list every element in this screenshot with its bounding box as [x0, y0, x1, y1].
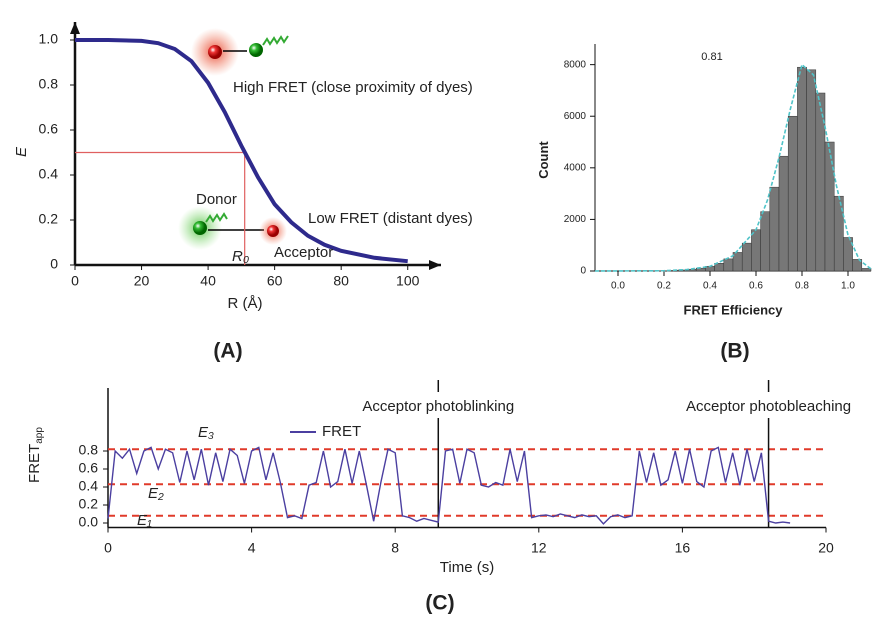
level-label: E₂ — [148, 485, 164, 502]
hist-bar — [787, 115, 798, 272]
event-label: Acceptor photoblinking — [362, 398, 514, 415]
y-tick-label: 2000 — [564, 214, 587, 225]
fit-line — [594, 63, 872, 272]
x-tick-label: 0.2 — [657, 281, 671, 292]
y-tick-label: 0.4 — [39, 166, 59, 182]
y-axis-label-text: Count — [536, 141, 551, 179]
x-axis-label: Time (s) — [440, 559, 494, 576]
y-tick-label: 0.0 — [79, 514, 99, 530]
y-axis-label-sub: app — [34, 427, 45, 444]
hist-bar — [760, 211, 771, 272]
data-line — [107, 446, 791, 525]
y-axis-label: FRETapp — [26, 427, 45, 483]
level-label: E₃ — [198, 424, 214, 441]
hist-bar — [769, 186, 780, 272]
dye-icons — [178, 28, 289, 250]
level-label: E₁ — [137, 512, 152, 529]
x-tick-label: 16 — [675, 540, 691, 556]
annotation: Low FRET (distant dyes) — [308, 210, 473, 227]
x-tick-label: 0 — [71, 273, 79, 289]
y-axis-label: Count — [536, 141, 551, 179]
y-tick-label: 0.8 — [79, 442, 99, 458]
annotation: Acceptor — [274, 244, 333, 261]
axis-arrow — [429, 260, 441, 270]
y-tick-label: 0.6 — [39, 121, 59, 137]
hist-bar — [797, 66, 807, 272]
y-tick-label: 0.2 — [79, 496, 99, 512]
axis-arrow — [70, 22, 80, 34]
hist-bar — [723, 258, 734, 272]
y-tick-label: 0 — [50, 256, 58, 272]
hist-bar — [751, 229, 761, 272]
hist-bar — [741, 242, 752, 272]
hist-bar — [806, 69, 817, 272]
x-tick-label: 1.0 — [841, 281, 855, 292]
y-axis-label: E — [13, 146, 30, 157]
annotation: R₀ — [232, 248, 249, 265]
x-tick-label: 100 — [396, 273, 420, 289]
x-tick-label: 8 — [391, 540, 399, 556]
y-axis-label-text: E — [13, 146, 30, 157]
x-tick-label: 0.0 — [611, 281, 625, 292]
panel-label: (A) — [213, 340, 242, 363]
y-tick-label: 0.6 — [79, 460, 99, 476]
x-axis-label: R (Å) — [228, 295, 263, 312]
y-tick-label: 0 — [580, 266, 586, 277]
x-tick-label: 80 — [333, 273, 349, 289]
panel-label: (B) — [720, 340, 749, 363]
x-tick-label: 0.6 — [749, 281, 763, 292]
hist-bar — [843, 237, 853, 272]
legend-label: FRET — [322, 423, 361, 440]
y-tick-label: 0.4 — [79, 478, 99, 494]
hist-bar — [824, 141, 835, 272]
chart-panel: 0.0 0.2 0.4 0.6 0.8 1.0 0 2000 4000 6000 8000 FRET … — [536, 44, 872, 363]
annotation: Donor — [196, 191, 237, 208]
hist-bar — [833, 195, 844, 272]
x-tick-label: 0.4 — [703, 281, 717, 292]
x-tick-label: 4 — [248, 540, 256, 556]
y-tick-label: 0.8 — [39, 76, 59, 92]
annotation: High FRET (close proximity of dyes) — [233, 79, 473, 96]
peak-label: 0.81 — [701, 51, 722, 63]
y-tick-label: 0.2 — [39, 211, 59, 227]
x-tick-label: 20 — [134, 273, 150, 289]
data-line — [75, 38, 408, 264]
event-label: Acceptor photobleaching — [686, 398, 851, 415]
y-tick-label: 8000 — [564, 59, 587, 70]
hist-bar — [778, 155, 789, 272]
y-tick-label: 1.0 — [39, 31, 59, 47]
x-tick-label: 20 — [818, 540, 834, 556]
panel-label: (C) — [425, 592, 454, 615]
y-tick-label: 4000 — [564, 162, 587, 173]
x-tick-label: 0 — [104, 540, 112, 556]
hist-bar — [861, 268, 872, 272]
x-axis-label: FRET Efficiency — [684, 302, 784, 317]
x-tick-label: 40 — [200, 273, 216, 289]
chart-panel: 0 20 40 60 80 100 0 0.2 0.4 0.6 0.8 1.0 R (Å) E (A) Hig… — [13, 22, 473, 363]
hist-bar — [852, 259, 863, 272]
x-tick-label: 12 — [531, 540, 547, 556]
y-tick-label: 6000 — [564, 111, 587, 122]
x-tick-label: 60 — [267, 273, 283, 289]
x-tick-label: 0.8 — [795, 281, 809, 292]
y-axis-label-text: FRET — [26, 444, 43, 483]
